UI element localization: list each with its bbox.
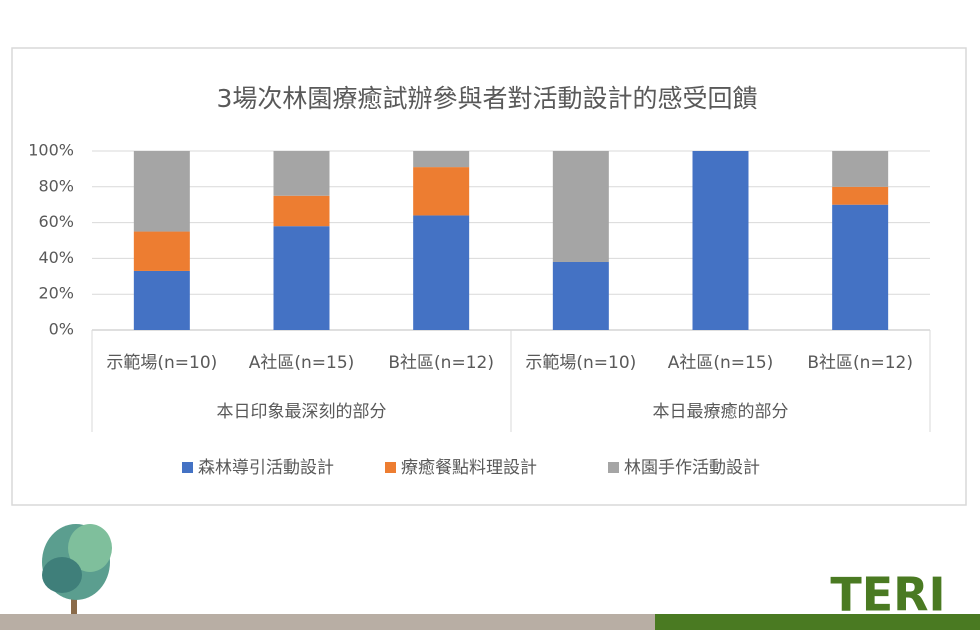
group-label: 本日最療癒的部分 — [653, 402, 789, 422]
x-tick-label: B社區(n=12) — [807, 353, 913, 373]
footer-bar — [0, 614, 655, 630]
legend-swatch — [182, 462, 193, 473]
legend-swatch — [608, 462, 619, 473]
y-tick-label: 80% — [38, 176, 74, 195]
bar-segment — [552, 261, 609, 330]
legend-label: 森林導引活動設計 — [198, 458, 334, 478]
y-tick-label: 0% — [49, 320, 74, 339]
footer-bar-green — [655, 614, 980, 630]
y-tick-label: 100% — [28, 141, 74, 160]
logo-text: TERI — [830, 568, 945, 622]
x-tick-label: B社區(n=12) — [388, 353, 494, 373]
bar-segment — [832, 151, 889, 187]
x-tick-label: 示範場(n=10) — [525, 353, 636, 373]
bar-segment — [273, 226, 330, 330]
legend-swatch — [385, 462, 396, 473]
bar-segment — [133, 151, 190, 232]
legend-label: 林園手作活動設計 — [624, 458, 760, 478]
bar-segment — [413, 167, 470, 216]
y-tick-label: 60% — [38, 212, 74, 231]
group-label: 本日印象最深刻的部分 — [217, 402, 387, 422]
bar-segment — [133, 270, 190, 330]
bar-segment — [273, 195, 330, 227]
bar-segment — [832, 204, 889, 330]
bar-segment — [692, 151, 749, 330]
bar-segment — [552, 151, 609, 262]
y-tick-label: 20% — [38, 284, 74, 303]
legend-label: 療癒餐點料理設計 — [401, 458, 537, 478]
chart-title: 3場次林園療癒試辦參與者對活動設計的感受回饋 — [217, 84, 758, 113]
bar-segment — [832, 186, 889, 205]
y-tick-label: 40% — [38, 248, 74, 267]
bar-segment — [133, 231, 190, 271]
x-tick-label: 示範場(n=10) — [106, 353, 217, 373]
bar-segment — [413, 151, 470, 168]
bar-segment — [273, 151, 330, 196]
x-tick-label: A社區(n=15) — [668, 353, 774, 373]
x-tick-label: A社區(n=15) — [249, 353, 355, 373]
tree-logo — [42, 524, 112, 617]
bar-segment — [413, 215, 470, 330]
